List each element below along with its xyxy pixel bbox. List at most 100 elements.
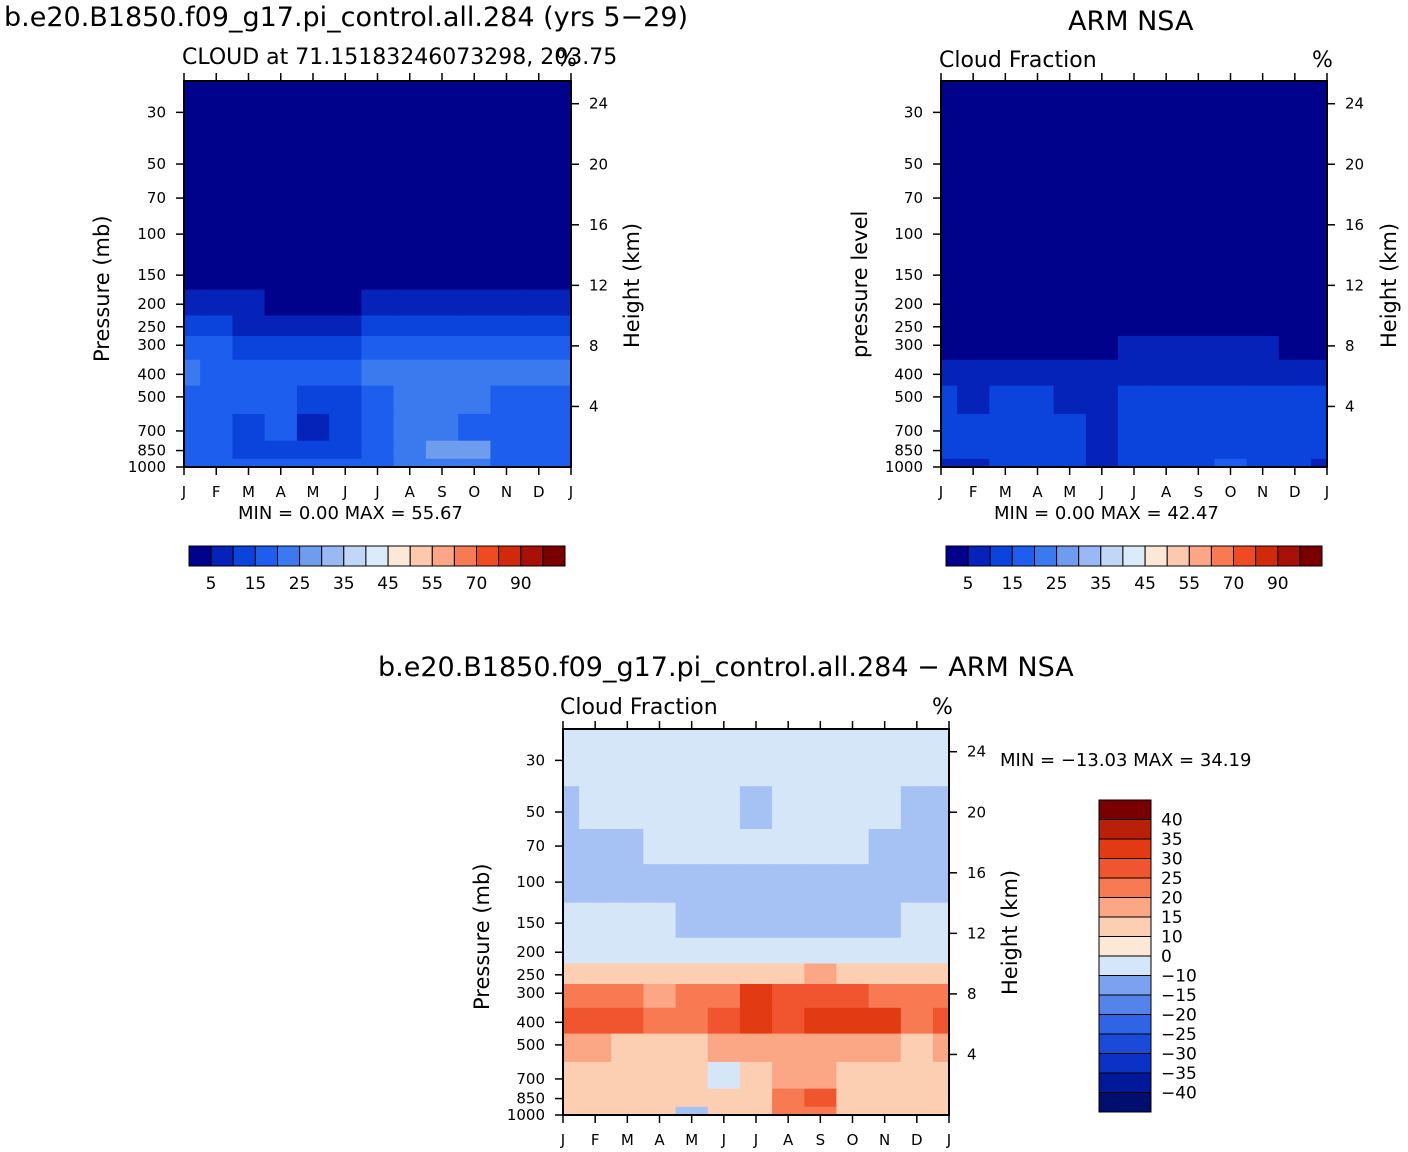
heatmap-cell [361, 458, 395, 468]
x-tick-label: S [1194, 483, 1204, 501]
heatmap-cell [707, 902, 741, 939]
y-tick-label-pressure: 50 [147, 155, 166, 173]
heatmap-cell [707, 1007, 741, 1035]
heatmap-cell [868, 1007, 902, 1035]
y-tick-label-pressure: 30 [147, 103, 166, 121]
heatmap-cell [200, 440, 233, 460]
heatmap-cell [361, 413, 395, 442]
heatmap-cell [611, 1007, 645, 1035]
heatmap-cell [232, 385, 266, 415]
heatmap-cell [1310, 181, 1328, 217]
colorbar-swatch [476, 545, 500, 567]
heatmap-cell [563, 864, 580, 904]
heatmap-cell [1150, 254, 1183, 291]
heatmap-cell [522, 315, 556, 337]
heatmap-cell [200, 336, 233, 361]
y-tick-label-pressure: 30 [526, 751, 545, 769]
y-tick-label-pressure: 200 [137, 295, 166, 313]
heatmap-cell [184, 181, 201, 217]
heatmap-cell [1182, 181, 1216, 217]
heatmap-cell [611, 786, 645, 830]
heatmap-cell [643, 864, 677, 904]
colorbar-label: 20 [1161, 889, 1183, 909]
x-tick-label: D [533, 483, 545, 501]
heatmap-cell [1021, 216, 1055, 256]
heatmap-cell [490, 359, 524, 387]
y-tick-label-pressure: 150 [516, 914, 545, 932]
heatmap-cell [232, 254, 266, 291]
heatmap-cell [393, 138, 427, 182]
heatmap-cell [739, 963, 773, 985]
heatmap-cell [707, 937, 741, 965]
colorbar-swatch [967, 545, 991, 567]
heatmap-cell [989, 289, 1023, 317]
heatmap-cell [393, 289, 427, 317]
heatmap-cell [522, 359, 556, 387]
heatmap-cell [941, 315, 958, 337]
heatmap-cell [522, 81, 556, 139]
diff-stats: MIN = −13.03 MAX = 34.19 [1000, 750, 1252, 771]
x-tick-label: A [276, 483, 287, 501]
heatmap-cell [1085, 81, 1119, 139]
heatmap-cell [1053, 336, 1087, 361]
colorbar-swatch [1098, 975, 1152, 996]
heatmap-cell [900, 829, 934, 865]
colorbar-label: −10 [1161, 967, 1197, 987]
heatmap-cell [932, 1033, 950, 1063]
x-tick-label: J [1099, 483, 1104, 501]
heatmap-cell [1310, 458, 1328, 468]
heatmap-cell [707, 984, 741, 1009]
heatmap-cell [1214, 81, 1248, 139]
heatmap-cell [1246, 254, 1280, 291]
heatmap-cell [611, 984, 645, 1009]
heatmap-cell [836, 1061, 870, 1090]
y-tick-label-pressure: 300 [516, 984, 545, 1002]
heatmap-cell [458, 289, 491, 317]
heatmap-cell [739, 1106, 773, 1116]
heatmap-cell [200, 181, 233, 217]
heatmap-cell [900, 786, 934, 830]
heatmap-cell [772, 963, 805, 985]
heatmap-cell [329, 458, 362, 468]
colorbar-swatch [1098, 936, 1152, 957]
colorbar-swatch [431, 545, 455, 567]
colorbar-swatch [1144, 545, 1168, 567]
y-tick-label-height: 16 [967, 864, 986, 882]
heatmap-cell [804, 786, 838, 830]
heatmap-cell [1053, 138, 1087, 182]
colorbar-label: 90 [1267, 574, 1289, 594]
heatmap-cell [579, 786, 612, 830]
x-tick-label: O [1225, 483, 1237, 501]
colorbar-label: 15 [1002, 574, 1024, 594]
heatmap-cell [836, 1033, 870, 1063]
heatmap-cell [458, 359, 491, 387]
y-tick-label-height: 24 [589, 95, 608, 113]
heatmap-cell [1278, 181, 1312, 217]
colorbar-swatch [1098, 955, 1152, 976]
heatmap-cell [989, 315, 1023, 337]
colorbar-label: 55 [421, 574, 443, 594]
heatmap-cell [563, 963, 580, 985]
heatmap-cell [1150, 138, 1183, 182]
colorbar-label: 35 [333, 574, 355, 594]
heatmap-cell [900, 963, 934, 985]
colorbar-swatch [945, 545, 969, 567]
colorbar-swatch [520, 545, 544, 567]
heatmap-cell [490, 181, 524, 217]
heatmap-cell [932, 1088, 950, 1108]
heatmap-cell [900, 984, 934, 1009]
heatmap-cell [989, 458, 1023, 468]
heatmap-cell [296, 440, 330, 460]
heatmap-cell [296, 336, 330, 361]
heatmap-cells-difference [563, 729, 950, 1116]
heatmap-cell [989, 413, 1023, 442]
colorbar-swatch [254, 545, 278, 567]
heatmap-cell [296, 81, 330, 139]
heatmap-cell [296, 385, 330, 415]
heatmap-cell [1053, 359, 1087, 387]
heatmap-cell [1214, 181, 1248, 217]
heatmap-cell [804, 902, 838, 939]
heatmap-cell [836, 937, 870, 965]
heatmap-cell [675, 902, 709, 939]
